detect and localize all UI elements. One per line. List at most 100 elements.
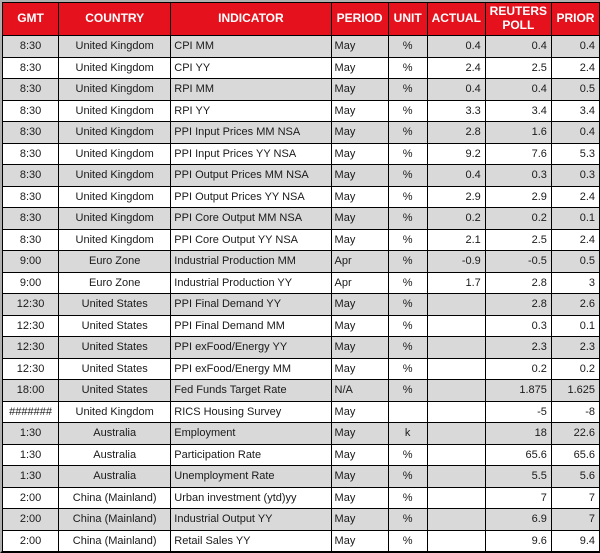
cell-gmt[interactable]: 12:30 — [1, 314, 60, 337]
cell-period[interactable]: May — [330, 508, 389, 531]
cell-period[interactable]: May — [330, 142, 389, 165]
cell-country[interactable]: United Kingdom — [58, 185, 172, 208]
cell-period[interactable]: May — [330, 207, 389, 230]
cell-unit[interactable]: % — [387, 271, 428, 294]
cell-gmt[interactable]: 9:00 — [1, 271, 60, 294]
cell-actual[interactable] — [426, 508, 486, 531]
cell-actual[interactable] — [426, 529, 486, 552]
cell-unit[interactable]: % — [387, 228, 428, 251]
cell-unit[interactable]: % — [387, 486, 428, 509]
cell-poll[interactable]: 18 — [484, 422, 552, 445]
cell-actual[interactable]: 1.7 — [426, 271, 486, 294]
cell-period[interactable]: May — [330, 78, 389, 101]
cell-poll[interactable]: -5 — [484, 400, 552, 423]
cell-poll[interactable]: 6.9 — [484, 508, 552, 531]
cell-gmt[interactable]: ####### — [1, 400, 60, 423]
cell-country[interactable]: United States — [58, 357, 172, 380]
cell-period[interactable]: May — [330, 228, 389, 251]
cell-gmt[interactable]: 2:00 — [1, 486, 60, 509]
cell-actual[interactable]: 2.1 — [426, 228, 486, 251]
cell-indicator[interactable]: Industrial Production YY — [170, 271, 332, 294]
cell-country[interactable]: Australia — [58, 443, 172, 466]
cell-unit[interactable]: % — [387, 250, 428, 273]
cell-country[interactable]: United Kingdom — [58, 142, 172, 165]
cell-country[interactable]: United Kingdom — [58, 56, 172, 79]
cell-period[interactable]: May — [330, 185, 389, 208]
cell-unit[interactable]: % — [387, 142, 428, 165]
cell-prior[interactable]: 2.4 — [550, 228, 600, 251]
cell-country[interactable]: United Kingdom — [58, 78, 172, 101]
cell-prior[interactable]: 7 — [550, 508, 600, 531]
cell-poll[interactable]: 2.8 — [484, 293, 552, 316]
cell-period[interactable]: Apr — [330, 250, 389, 273]
cell-poll[interactable]: 7.6 — [484, 142, 552, 165]
cell-actual[interactable]: 2.8 — [426, 121, 486, 144]
cell-gmt[interactable]: 8:30 — [1, 228, 60, 251]
cell-indicator[interactable]: PPI Output Prices YY NSA — [170, 185, 332, 208]
cell-indicator[interactable]: PPI Core Output YY NSA — [170, 228, 332, 251]
cell-indicator[interactable]: PPI Final Demand MM — [170, 314, 332, 337]
cell-gmt[interactable]: 1:30 — [1, 422, 60, 445]
cell-indicator[interactable]: CPI YY — [170, 56, 332, 79]
cell-prior[interactable]: 2.6 — [550, 293, 600, 316]
cell-period[interactable]: May — [330, 99, 389, 122]
cell-period[interactable]: May — [330, 422, 389, 445]
cell-gmt[interactable]: 8:30 — [1, 207, 60, 230]
cell-poll[interactable]: 2.5 — [484, 56, 552, 79]
cell-actual[interactable] — [426, 486, 486, 509]
cell-period[interactable]: May — [330, 314, 389, 337]
cell-country[interactable]: China (Mainland) — [58, 508, 172, 531]
cell-country[interactable]: United Kingdom — [58, 400, 172, 423]
cell-indicator[interactable]: Industrial Production MM — [170, 250, 332, 273]
cell-actual[interactable] — [426, 293, 486, 316]
cell-gmt[interactable]: 8:30 — [1, 99, 60, 122]
cell-prior[interactable]: 0.5 — [550, 78, 600, 101]
cell-indicator[interactable]: Industrial Output YY — [170, 508, 332, 531]
cell-prior[interactable]: 3 — [550, 271, 600, 294]
cell-country[interactable]: Euro Zone — [58, 271, 172, 294]
cell-poll[interactable]: 7 — [484, 486, 552, 509]
cell-actual[interactable] — [426, 336, 486, 359]
cell-poll[interactable]: 0.2 — [484, 357, 552, 380]
cell-gmt[interactable]: 8:30 — [1, 78, 60, 101]
cell-country[interactable]: United States — [58, 293, 172, 316]
cell-prior[interactable]: 2.3 — [550, 336, 600, 359]
cell-gmt[interactable]: 9:00 — [1, 250, 60, 273]
cell-prior[interactable]: 2.4 — [550, 185, 600, 208]
cell-actual[interactable] — [426, 400, 486, 423]
cell-unit[interactable]: % — [387, 35, 428, 58]
cell-gmt[interactable]: 8:30 — [1, 185, 60, 208]
cell-poll[interactable]: 2.8 — [484, 271, 552, 294]
cell-actual[interactable]: 0.4 — [426, 78, 486, 101]
cell-actual[interactable] — [426, 443, 486, 466]
cell-poll[interactable]: 2.9 — [484, 185, 552, 208]
cell-indicator[interactable]: Participation Rate — [170, 443, 332, 466]
cell-country[interactable]: United Kingdom — [58, 164, 172, 187]
cell-unit[interactable]: k — [387, 422, 428, 445]
cell-actual[interactable]: 3.3 — [426, 99, 486, 122]
cell-unit[interactable]: % — [387, 185, 428, 208]
cell-prior[interactable]: 0.1 — [550, 314, 600, 337]
cell-poll[interactable]: 2.3 — [484, 336, 552, 359]
cell-indicator[interactable]: Retail Sales YY — [170, 529, 332, 552]
cell-prior[interactable]: 0.5 — [550, 250, 600, 273]
cell-country[interactable]: Euro Zone — [58, 250, 172, 273]
cell-actual[interactable] — [426, 465, 486, 488]
cell-unit[interactable]: % — [387, 508, 428, 531]
cell-indicator[interactable]: Employment — [170, 422, 332, 445]
cell-country[interactable]: United Kingdom — [58, 35, 172, 58]
cell-indicator[interactable]: CPI MM — [170, 35, 332, 58]
cell-gmt[interactable]: 12:30 — [1, 357, 60, 380]
cell-prior[interactable]: 0.4 — [550, 121, 600, 144]
cell-period[interactable]: May — [330, 357, 389, 380]
cell-prior[interactable]: -8 — [550, 400, 600, 423]
cell-unit[interactable]: % — [387, 443, 428, 466]
cell-actual[interactable] — [426, 379, 486, 402]
cell-country[interactable]: United States — [58, 314, 172, 337]
cell-prior[interactable]: 22.6 — [550, 422, 600, 445]
cell-indicator[interactable]: RPI YY — [170, 99, 332, 122]
cell-indicator[interactable]: PPI Input Prices YY NSA — [170, 142, 332, 165]
cell-period[interactable]: May — [330, 293, 389, 316]
cell-prior[interactable]: 0.1 — [550, 207, 600, 230]
cell-country[interactable]: Australia — [58, 422, 172, 445]
